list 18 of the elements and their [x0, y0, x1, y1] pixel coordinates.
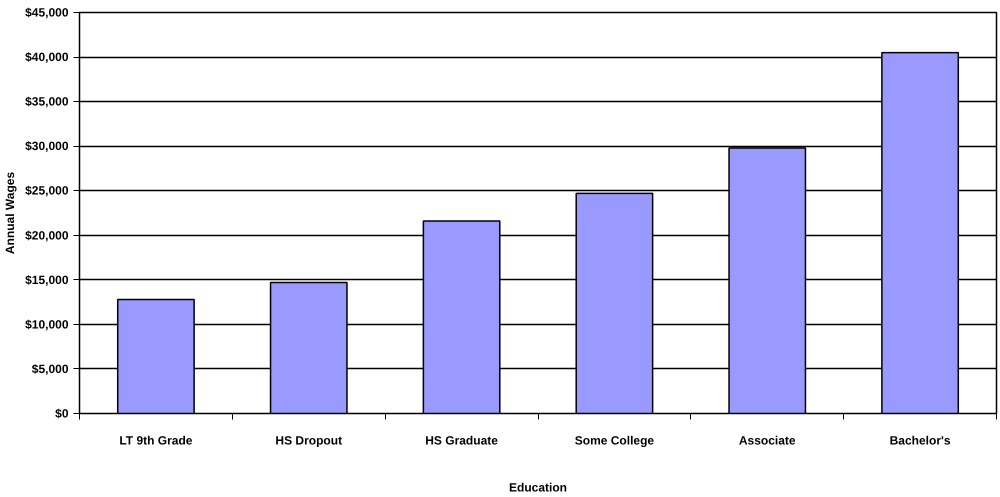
x-tick-label: Associate [738, 434, 796, 448]
y-tick-label: $0 [55, 406, 69, 420]
y-tick-label: $25,000 [25, 184, 69, 198]
x-axis-title: Education [509, 480, 568, 494]
x-tick-label: HS Graduate [425, 434, 498, 448]
y-tick-label: $30,000 [25, 139, 69, 154]
y-tick-label: $5,000 [32, 362, 69, 376]
y-tick-label: $20,000 [25, 228, 69, 242]
y-axis-title: Annual Wages [3, 172, 18, 254]
x-tick-label: Some College [574, 434, 654, 448]
x-tick-label: LT 9th Grade [119, 434, 193, 448]
y-tick-label: $40,000 [25, 50, 69, 64]
y-tick-label: $45,000 [25, 6, 69, 20]
y-tick-label: $15,000 [25, 272, 69, 287]
x-tick-label: HS Dropout [275, 434, 342, 448]
x-tick-label: Bachelor's [890, 434, 951, 448]
y-tick-label: $10,000 [25, 317, 69, 332]
y-tick-label: $35,000 [25, 94, 69, 109]
